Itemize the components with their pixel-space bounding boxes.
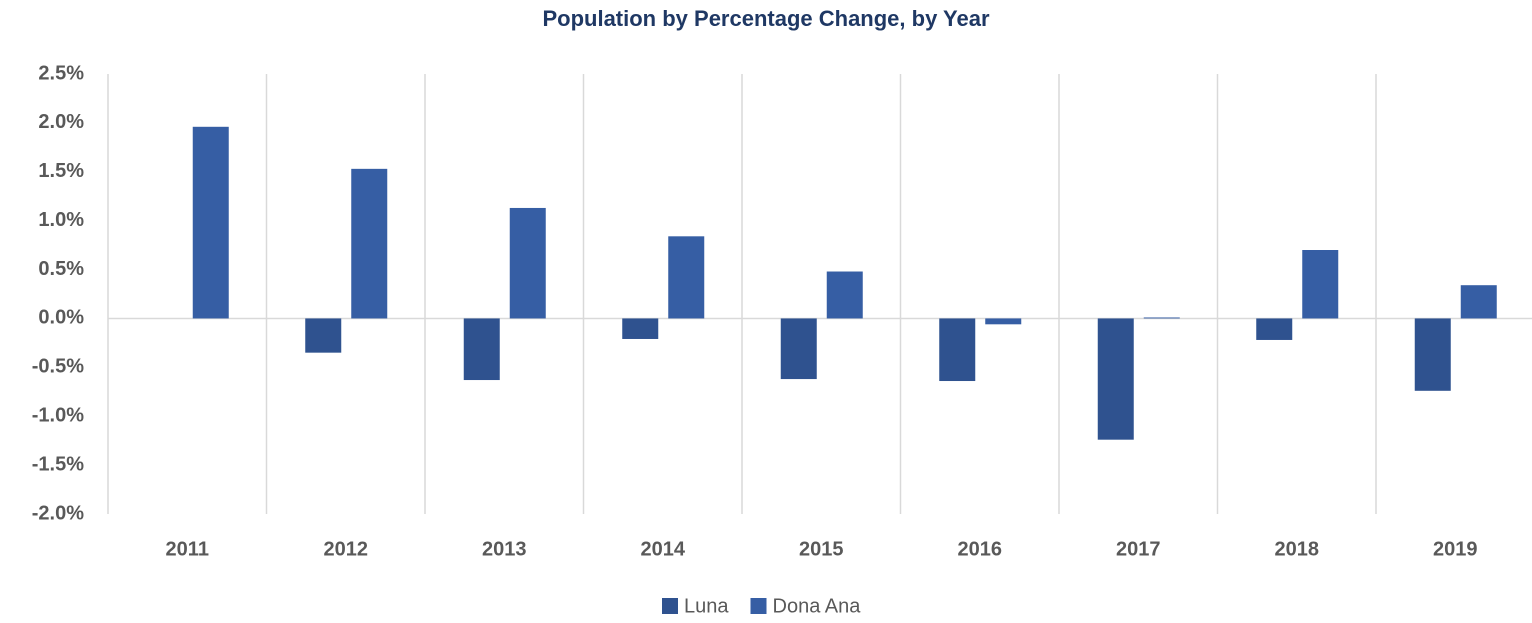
y-tick-label: 2.5% bbox=[38, 62, 84, 84]
y-tick-label: -1.5% bbox=[32, 453, 84, 475]
bar bbox=[985, 318, 1022, 325]
bar bbox=[305, 318, 342, 353]
bar bbox=[1302, 250, 1339, 319]
x-tick-label: 2012 bbox=[324, 538, 369, 560]
legend-swatch bbox=[662, 598, 678, 614]
y-tick-label: 2.0% bbox=[38, 111, 84, 133]
legend-swatch bbox=[750, 598, 767, 614]
x-tick-label: 2013 bbox=[482, 538, 527, 560]
y-tick-label: 1.0% bbox=[38, 209, 84, 231]
bar bbox=[1256, 318, 1293, 340]
bar bbox=[826, 271, 863, 319]
x-tick-label: 2014 bbox=[641, 538, 686, 560]
bar bbox=[1460, 285, 1497, 319]
bar bbox=[939, 318, 976, 382]
legend-label: Dona Ana bbox=[773, 595, 862, 617]
bar bbox=[1097, 318, 1134, 440]
bar bbox=[622, 318, 659, 339]
bar bbox=[192, 126, 229, 319]
bar bbox=[668, 236, 705, 319]
x-tick-label: 2015 bbox=[799, 538, 844, 560]
y-tick-label: -1.0% bbox=[32, 405, 84, 427]
x-tick-label: 2017 bbox=[1116, 538, 1161, 560]
bar bbox=[463, 318, 500, 381]
bar bbox=[1143, 317, 1180, 319]
x-tick-label: 2011 bbox=[166, 538, 209, 560]
legend-label: Luna bbox=[684, 595, 729, 617]
bar bbox=[509, 207, 546, 319]
y-tick-label: -2.0% bbox=[32, 502, 84, 524]
bar bbox=[1414, 318, 1451, 391]
bar bbox=[780, 318, 817, 380]
x-tick-label: 2016 bbox=[958, 538, 1003, 560]
y-tick-label: -0.5% bbox=[32, 356, 84, 378]
y-tick-label: 0.0% bbox=[38, 307, 84, 329]
y-tick-label: 1.5% bbox=[38, 160, 84, 182]
x-tick-label: 2018 bbox=[1275, 538, 1320, 560]
bar bbox=[351, 168, 388, 319]
y-tick-label: 0.5% bbox=[38, 258, 84, 280]
x-tick-label: 2019 bbox=[1433, 538, 1478, 560]
chart-title: Population by Percentage Change, by Year bbox=[542, 6, 989, 31]
